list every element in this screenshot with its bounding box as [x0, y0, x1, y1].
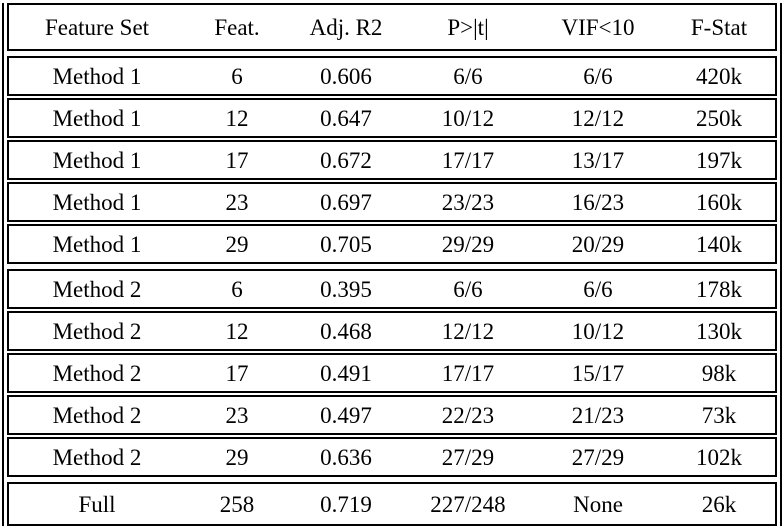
table-row: Method 2 17 0.491 17/17 15/17 98k — [7, 353, 777, 393]
table-cell: 0.497 — [320, 402, 372, 428]
table-cell: 0.672 — [320, 147, 372, 173]
table-cell: 17/17 — [441, 360, 495, 386]
column-header: Feature Set — [44, 14, 150, 40]
table-cell: 27/29 — [441, 444, 495, 470]
table-cell: 22/23 — [441, 402, 495, 428]
table-cell: 0.491 — [320, 360, 372, 386]
table-cell: Method 1 — [52, 63, 142, 89]
table-cell: Method 2 — [52, 444, 142, 470]
table-row: Method 2 29 0.636 27/29 27/29 102k — [7, 437, 777, 477]
table-cell: 140k — [696, 231, 742, 257]
table-cell: Method 2 — [52, 402, 142, 428]
table-cell: 12/12 — [441, 318, 495, 344]
table-group-1: Method 1 6 0.606 6/6 6/6 420k Method 1 12 0.647 1… — [7, 56, 777, 264]
table-cell: 6/6 — [453, 63, 483, 89]
results-table: Feature Set Feat. Adj. R2 P>|t| VIF<10 F-Stat… — [2, 3, 782, 526]
table-cell: Method 1 — [52, 189, 142, 215]
column-header: Adj. R2 — [309, 14, 383, 40]
table-cell: 29 — [225, 444, 249, 470]
table-cell: Method 2 — [52, 360, 142, 386]
table-cell: 130k — [696, 318, 742, 344]
table-cell: 0.647 — [320, 105, 372, 131]
column-header: VIF<10 — [561, 14, 635, 40]
table-cell: 0.606 — [320, 63, 372, 89]
table-row: Method 1 17 0.672 17/17 13/17 197k — [7, 140, 777, 180]
table-cell: 0.636 — [320, 444, 372, 470]
table-cell: Full — [78, 491, 116, 517]
table-cell: 26k — [701, 491, 737, 517]
table-cell: None — [573, 491, 623, 517]
table-cell: 6/6 — [583, 63, 613, 89]
table-cell: Method 2 — [52, 276, 142, 302]
table-row: Method 2 23 0.497 22/23 21/23 73k — [7, 395, 777, 435]
table-cell: 6/6 — [583, 276, 613, 302]
table-row: Method 2 6 0.395 6/6 6/6 178k — [7, 269, 777, 309]
table-cell: 98k — [701, 360, 737, 386]
column-header: F-Stat — [690, 14, 748, 40]
table-cell: 23 — [225, 402, 249, 428]
table-cell: 0.468 — [320, 318, 372, 344]
table-cell: 29 — [225, 231, 249, 257]
table-cell: 102k — [696, 444, 742, 470]
table-cell: 420k — [696, 63, 742, 89]
table-cell: 20/29 — [571, 231, 625, 257]
table-cell: 6/6 — [453, 276, 483, 302]
table-cell: 178k — [696, 276, 742, 302]
table-group-2: Method 2 6 0.395 6/6 6/6 178k Method 2 12 0.468 1… — [7, 269, 777, 477]
table-cell: 16/23 — [571, 189, 625, 215]
table-row: Method 1 29 0.705 29/29 20/29 140k — [7, 224, 777, 264]
table-row: Method 1 6 0.606 6/6 6/6 420k — [7, 56, 777, 96]
table-cell: 27/29 — [571, 444, 625, 470]
table-cell: Method 2 — [52, 318, 142, 344]
table-cell: 17 — [225, 147, 249, 173]
column-header: P>|t| — [447, 14, 489, 40]
table-cell: 10/12 — [441, 105, 495, 131]
table-cell: 258 — [219, 491, 255, 517]
table-cell: 23/23 — [441, 189, 495, 215]
table-cell: 6 — [231, 276, 243, 302]
table-cell: 23 — [225, 189, 249, 215]
table-cell: 0.395 — [320, 276, 372, 302]
table-row: Method 1 23 0.697 23/23 16/23 160k — [7, 182, 777, 222]
table-cell: 10/12 — [571, 318, 625, 344]
table-group-3: Full 258 0.719 227/248 None 26k — [7, 482, 777, 526]
table-cell: Method 1 — [52, 105, 142, 131]
table-cell: 0.697 — [320, 189, 372, 215]
table-cell: 12/12 — [571, 105, 625, 131]
table-cell: 227/248 — [430, 491, 506, 517]
table-cell: Method 1 — [52, 231, 142, 257]
table-row: Full 258 0.719 227/248 None 26k — [7, 482, 777, 526]
table-cell: 12 — [225, 318, 249, 344]
table-cell: 29/29 — [441, 231, 495, 257]
table-cell: 17 — [225, 360, 249, 386]
table-cell: 73k — [701, 402, 737, 428]
table-row: Method 1 12 0.647 10/12 12/12 250k — [7, 98, 777, 138]
table-body: Method 1 6 0.606 6/6 6/6 420k Method 1 12 0.647 1… — [7, 56, 777, 526]
table-cell: 0.719 — [320, 491, 372, 517]
table-cell: 0.705 — [320, 231, 372, 257]
table-header-row: Feature Set Feat. Adj. R2 P>|t| VIF<10 F-Stat — [7, 3, 777, 51]
table-cell: 15/17 — [571, 360, 625, 386]
table-cell: 160k — [696, 189, 742, 215]
table-cell: Method 1 — [52, 147, 142, 173]
table-cell: 17/17 — [441, 147, 495, 173]
table-cell: 197k — [696, 147, 742, 173]
table-cell: 21/23 — [571, 402, 625, 428]
table-cell: 6 — [231, 63, 243, 89]
table-row: Method 2 12 0.468 12/12 10/12 130k — [7, 311, 777, 351]
table-cell: 12 — [225, 105, 249, 131]
column-header: Feat. — [214, 14, 260, 40]
table-cell: 13/17 — [571, 147, 625, 173]
table-cell: 250k — [696, 105, 742, 131]
